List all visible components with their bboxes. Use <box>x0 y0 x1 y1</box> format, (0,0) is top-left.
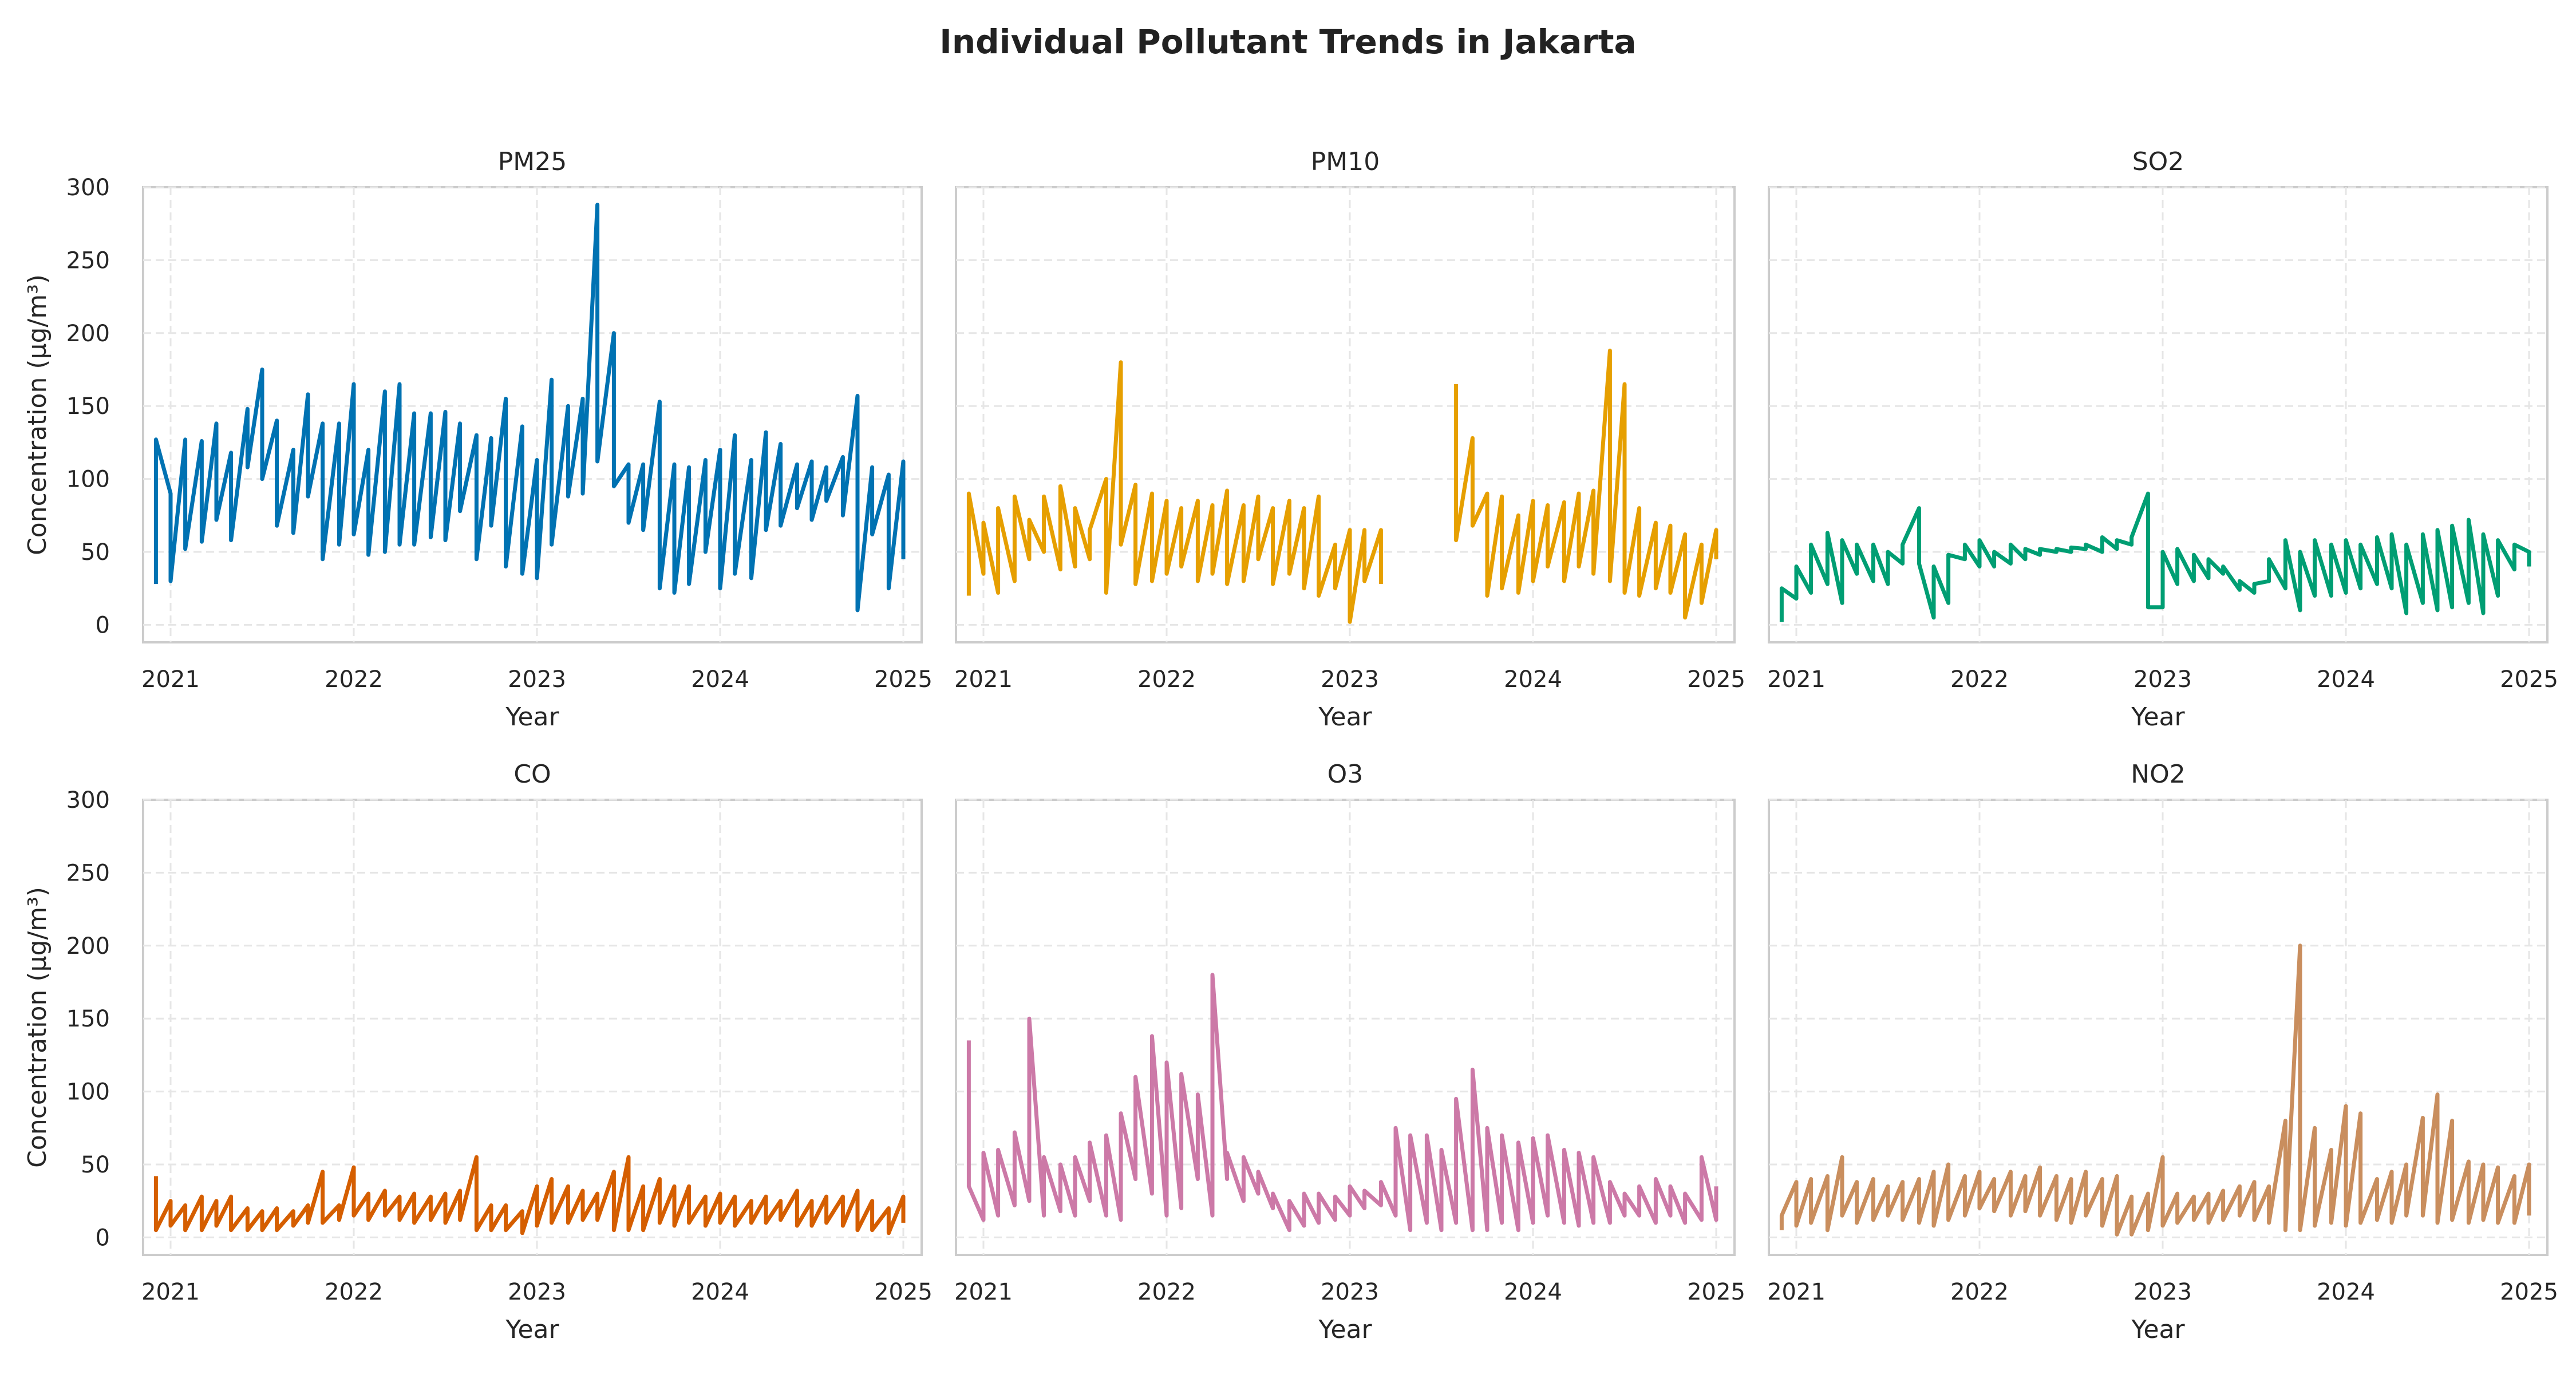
y-tick-label: 250 <box>66 247 110 274</box>
series-line-co <box>153 1155 906 1235</box>
series-line-pm10 <box>966 348 1718 624</box>
x-tick-label: 2023 <box>2134 1279 2192 1305</box>
plot-area <box>142 186 923 643</box>
x-axis-label: Year <box>2131 702 2185 732</box>
x-tick-label: 2025 <box>2500 1279 2558 1305</box>
x-tick-label: 2022 <box>325 1279 383 1305</box>
plot-area <box>142 799 923 1256</box>
y-tick-label: 100 <box>66 467 110 493</box>
x-axis-label: Year <box>2131 1315 2185 1344</box>
y-tick-label: 250 <box>66 860 110 886</box>
x-axis-label: Year <box>505 702 559 732</box>
x-tick-label: 2024 <box>1504 666 1562 693</box>
x-tick-label: 2021 <box>141 1279 200 1305</box>
y-tick-label: 50 <box>81 1152 110 1178</box>
series-line-so2 <box>1779 491 2531 622</box>
x-tick-label: 2021 <box>1767 1279 1826 1305</box>
panel-title: NO2 <box>2131 760 2186 789</box>
y-axis-label: Concentration (µg/m³) <box>23 887 52 1168</box>
y-tick-label: 100 <box>66 1079 110 1105</box>
x-tick-label: 2022 <box>1137 1279 1196 1305</box>
x-tick-label: 2024 <box>1504 1279 1562 1305</box>
plot-area <box>955 186 1736 643</box>
x-axis-label: Year <box>505 1315 559 1344</box>
panel-2: 2021 2022 2023 2024 2025 SO2 Year <box>1767 147 2558 732</box>
x-tick-label: 2022 <box>325 666 383 693</box>
x-tick-label: 2023 <box>508 1279 566 1305</box>
panels-group: 2021 2022 2023 2024 2025 0 50 100 150 200 250 300 PM… <box>23 147 2558 1344</box>
x-tick-label: 2022 <box>1950 666 2009 693</box>
y-tick-label: 0 <box>96 612 110 638</box>
x-tick-label: 2025 <box>874 666 933 693</box>
series-line-pm25 <box>153 203 906 613</box>
y-axis-label: Concentration (µg/m³) <box>23 274 52 555</box>
x-tick-label: 2025 <box>1687 666 1745 693</box>
y-tick-label: 300 <box>66 175 110 201</box>
x-tick-label: 2024 <box>691 1279 749 1305</box>
x-tick-label: 2023 <box>1321 666 1379 693</box>
x-tick-label: 2023 <box>508 666 566 693</box>
panel-title: PM10 <box>1311 147 1380 176</box>
panel-title: SO2 <box>2132 147 2184 176</box>
figure-title: Individual Pollutant Trends in Jakarta <box>939 22 1636 61</box>
x-tick-label: 2023 <box>2134 666 2192 693</box>
x-tick-label: 2025 <box>2500 666 2558 693</box>
panel-title: O3 <box>1327 760 1364 789</box>
x-tick-label: 2024 <box>2317 666 2375 693</box>
x-tick-label: 2021 <box>954 666 1013 693</box>
y-tick-label: 0 <box>96 1225 110 1251</box>
y-tick-label: 150 <box>66 393 110 420</box>
x-tick-label: 2025 <box>874 1279 933 1305</box>
x-tick-label: 2024 <box>691 666 749 693</box>
x-axis-label: Year <box>1318 702 1372 732</box>
x-tick-label: 2021 <box>954 1279 1013 1305</box>
panel-4: 2021 2022 2023 2024 2025 O3 Year <box>954 760 1745 1344</box>
plot-area <box>955 799 1736 1256</box>
y-tick-label: 200 <box>66 933 110 960</box>
x-tick-label: 2022 <box>1950 1279 2009 1305</box>
series-line-no2 <box>1779 943 2531 1237</box>
x-tick-label: 2024 <box>2317 1279 2375 1305</box>
series-line-o3 <box>966 973 1718 1233</box>
y-tick-label: 150 <box>66 1006 110 1032</box>
panel-0: 2021 2022 2023 2024 2025 0 50 100 150 200 250 300 PM… <box>23 147 933 732</box>
y-tick-label: 200 <box>66 321 110 347</box>
plot-area <box>1768 186 2549 643</box>
panel-1: 2021 2022 2023 2024 2025 PM10 Year <box>954 147 1745 732</box>
x-axis-label: Year <box>1318 1315 1372 1344</box>
x-tick-label: 2021 <box>141 666 200 693</box>
panel-title: CO <box>513 760 551 789</box>
x-tick-label: 2025 <box>1687 1279 1745 1305</box>
y-tick-label: 300 <box>66 787 110 814</box>
x-tick-label: 2022 <box>1137 666 1196 693</box>
x-tick-label: 2021 <box>1767 666 1826 693</box>
panel-5: 2021 2022 2023 2024 2025 NO2 Year <box>1767 760 2558 1344</box>
y-tick-label: 50 <box>81 539 110 566</box>
panel-3: 2021 2022 2023 2024 2025 0 50 100 150 200 250 300 CO… <box>23 760 933 1344</box>
x-tick-label: 2023 <box>1321 1279 1379 1305</box>
panel-title: PM25 <box>498 147 567 176</box>
